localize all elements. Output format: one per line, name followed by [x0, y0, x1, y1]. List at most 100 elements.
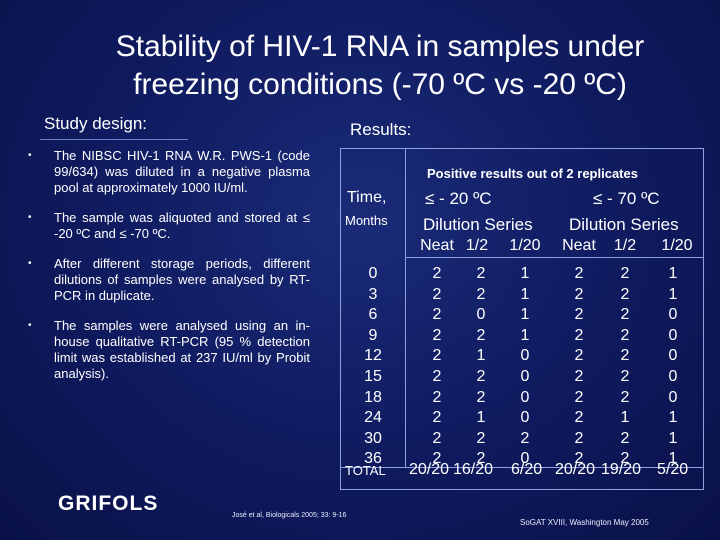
- bullet-dot-icon: •: [28, 150, 32, 161]
- month-cell: 0: [368, 265, 378, 282]
- total-value: 6/20: [511, 461, 543, 478]
- table-cell: 2: [476, 389, 486, 406]
- table-cell: 2: [476, 450, 486, 467]
- month-cell: 24: [364, 409, 382, 426]
- month-cell: 36: [364, 450, 382, 467]
- month-cell: 30: [364, 430, 382, 447]
- study-design-heading: Study design:: [44, 114, 148, 133]
- bullet-text: The NIBSC HIV-1 RNA W.R. PWS-1 (code 99/…: [54, 148, 310, 195]
- table-cell: 2: [574, 409, 584, 426]
- table-cell: 1: [668, 286, 678, 303]
- table-cell: 2: [620, 286, 630, 303]
- month-cell: 9: [368, 327, 378, 344]
- table-cell: 2: [432, 409, 442, 426]
- total-label: TOTAL: [345, 463, 386, 478]
- table-cell: 2: [476, 327, 486, 344]
- study-design-list: • The NIBSC HIV-1 RNA W.R. PWS-1 (code 99…: [28, 148, 310, 396]
- table-cell: 2: [620, 450, 630, 467]
- bullet-dot-icon: •: [28, 258, 32, 269]
- bullet-item: • After different storage periods, differ…: [28, 256, 310, 304]
- table-cell: 2: [432, 347, 442, 364]
- table-cell: 2: [476, 430, 486, 447]
- group-minus-70: ≤ - 70 ºC: [593, 189, 660, 208]
- dilution-series-label: Dilution Series: [569, 215, 679, 234]
- table-cell: 2: [432, 306, 442, 323]
- table-cell: 0: [668, 347, 678, 364]
- month-cell: 3: [368, 286, 378, 303]
- table-cell: 0: [668, 327, 678, 344]
- table-cell: 1: [476, 347, 486, 364]
- column-header: 1/20: [509, 237, 541, 254]
- conference-footer: SoGAT XVIII, Washington May 2005: [520, 518, 649, 527]
- table-cell: 2: [574, 389, 584, 406]
- table-cell: 2: [520, 430, 530, 447]
- table-cell: 1: [520, 306, 530, 323]
- title-line-2: freezing conditions (-70 ºC vs -20 ºC): [133, 68, 627, 101]
- table-cell: 2: [620, 306, 630, 323]
- table-cell: 2: [574, 347, 584, 364]
- table-cell: 2: [574, 450, 584, 467]
- table-cell: 0: [520, 368, 530, 385]
- month-cell: 12: [364, 347, 382, 364]
- dilution-series-label: Dilution Series: [423, 215, 533, 234]
- table-cell: 2: [432, 368, 442, 385]
- results-table: Positive results out of 2 replicates Tim…: [340, 148, 704, 490]
- table-divider-vertical: [405, 149, 406, 467]
- grifols-logo: GRIFOLS: [58, 492, 159, 515]
- citation: José et al, Biologicals 2005; 33: 9-16: [232, 512, 347, 519]
- table-caption: Positive results out of 2 replicates: [427, 166, 638, 181]
- table-cell: 2: [620, 389, 630, 406]
- month-cell: 6: [368, 306, 378, 323]
- total-value: 19/20: [601, 461, 642, 478]
- bullet-item: • The samples were analysed using an in-h…: [28, 318, 310, 382]
- table-cell: 1: [668, 265, 678, 282]
- table-cell: 1: [668, 450, 678, 467]
- table-cell: 2: [432, 450, 442, 467]
- bullet-dot-icon: •: [28, 320, 32, 331]
- study-heading-underline: [40, 139, 188, 140]
- results-heading: Results:: [350, 120, 412, 139]
- table-cell: 2: [432, 265, 442, 282]
- table-cell: 2: [620, 368, 630, 385]
- column-header: 1/2: [613, 237, 637, 254]
- group-minus-20: ≤ - 20 ºC: [425, 189, 492, 208]
- bullet-item: • The NIBSC HIV-1 RNA W.R. PWS-1 (code 99…: [28, 148, 310, 196]
- column-header: 1/2: [465, 237, 489, 254]
- table-cell: 2: [432, 286, 442, 303]
- table-cell: 1: [476, 409, 486, 426]
- total-value: 5/20: [657, 461, 689, 478]
- table-cell: 1: [520, 286, 530, 303]
- table-cell: 1: [620, 409, 630, 426]
- month-cell: 18: [364, 389, 382, 406]
- table-cell: 0: [668, 306, 678, 323]
- total-value: 20/20: [555, 461, 596, 478]
- table-cell: 1: [520, 327, 530, 344]
- months-label: Months: [345, 213, 388, 228]
- bullet-item: • The sample was aliquoted and stored at …: [28, 210, 310, 242]
- table-cell: 2: [574, 286, 584, 303]
- column-header: 1/20: [661, 237, 693, 254]
- column-header: Neat: [420, 237, 454, 254]
- table-cell: 2: [432, 430, 442, 447]
- slide-title: Stability of HIV-1 RNA in samples under …: [60, 28, 700, 104]
- table-cell: 2: [476, 265, 486, 282]
- table-cell: 2: [620, 265, 630, 282]
- table-cell: 1: [668, 430, 678, 447]
- total-value: 20/20: [409, 461, 450, 478]
- table-cell: 2: [574, 327, 584, 344]
- table-cell: 2: [432, 389, 442, 406]
- table-cell: 2: [574, 368, 584, 385]
- bullet-text: After different storage periods, differe…: [54, 256, 310, 303]
- title-line-1: Stability of HIV-1 RNA in samples under: [115, 30, 645, 63]
- table-cell: 2: [476, 286, 486, 303]
- table-cell: 1: [668, 409, 678, 426]
- table-cell: 2: [620, 430, 630, 447]
- table-cell: 2: [620, 327, 630, 344]
- table-cell: 2: [476, 368, 486, 385]
- bullet-text: The samples were analysed using an in-ho…: [54, 318, 310, 381]
- table-cell: 0: [520, 347, 530, 364]
- table-cell: 0: [476, 306, 486, 323]
- table-cell: 2: [574, 430, 584, 447]
- table-cell: 0: [668, 389, 678, 406]
- table-cell: 0: [520, 409, 530, 426]
